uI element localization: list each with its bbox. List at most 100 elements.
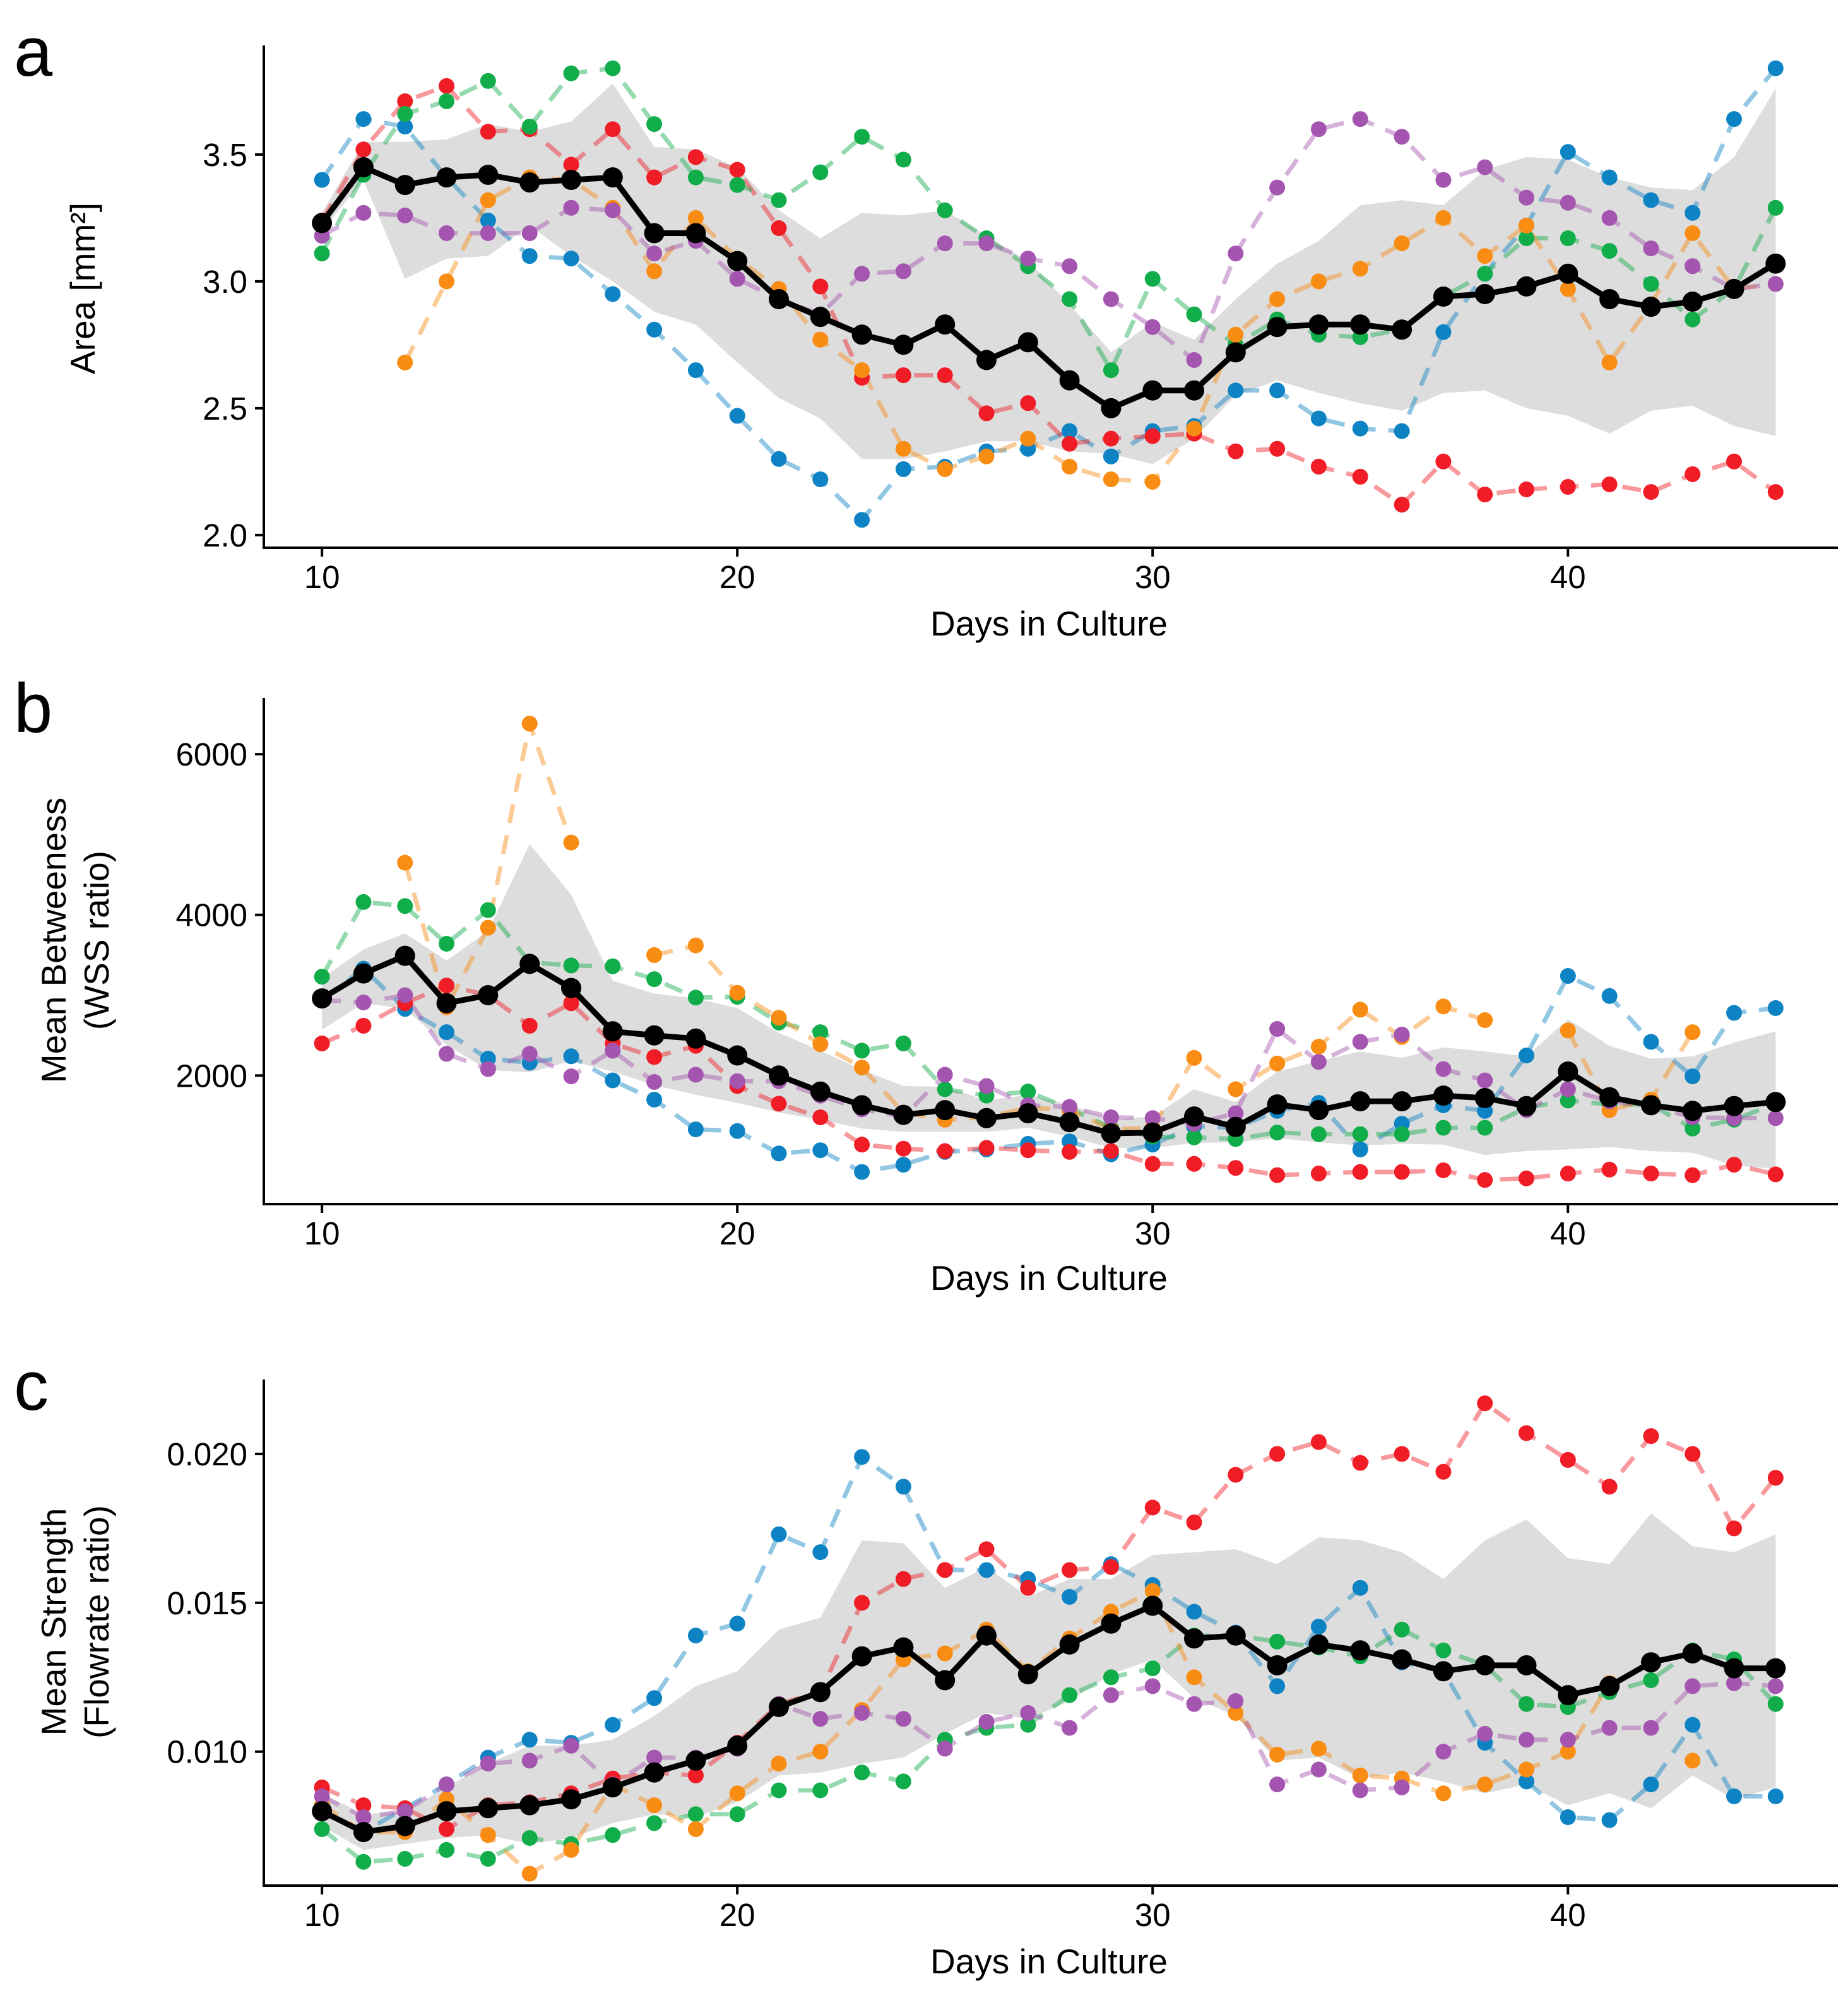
- data-point-purple: [978, 1714, 995, 1730]
- data-point-green: [937, 202, 953, 218]
- mean-point: [810, 1081, 831, 1102]
- data-point-red: [1310, 458, 1327, 475]
- mean-point: [1225, 1625, 1246, 1646]
- data-point-purple: [1062, 258, 1078, 275]
- data-point-orange: [895, 440, 911, 457]
- data-point-purple: [978, 1078, 995, 1094]
- mean-point: [1225, 1116, 1246, 1137]
- data-point-blue: [1726, 1788, 1742, 1804]
- data-point-purple: [355, 995, 372, 1010]
- x-tick-label: 30: [1135, 1897, 1171, 1933]
- y-axis-title-c-line1: Mean Strength: [34, 1508, 73, 1736]
- mean-point: [1558, 1685, 1578, 1706]
- data-point-red: [1144, 1499, 1161, 1516]
- data-point-purple: [1228, 245, 1244, 262]
- data-point-green: [854, 129, 870, 145]
- mean-point: [1225, 342, 1246, 363]
- data-point-orange: [480, 1827, 496, 1843]
- data-point-purple: [646, 1749, 663, 1766]
- data-point-blue: [1685, 1068, 1701, 1085]
- data-point-orange: [1435, 210, 1452, 226]
- data-point-red: [1062, 1143, 1078, 1160]
- data-point-blue: [1643, 1776, 1659, 1793]
- data-point-red: [1601, 1161, 1618, 1178]
- mean-point: [394, 175, 415, 196]
- data-point-purple: [978, 235, 995, 252]
- data-point-blue: [1685, 204, 1701, 221]
- data-point-orange: [521, 1865, 538, 1882]
- data-point-blue: [1601, 169, 1618, 186]
- mean-point: [893, 334, 914, 355]
- data-point-green: [439, 936, 454, 952]
- data-point-purple: [355, 1809, 372, 1825]
- mean-point: [1433, 1085, 1454, 1106]
- data-point-purple: [1144, 1678, 1161, 1694]
- mean-point: [935, 1670, 956, 1691]
- y-tick-label: 3.5: [203, 137, 247, 173]
- data-point-orange: [1352, 1002, 1368, 1018]
- x-tick-label: 30: [1135, 559, 1171, 595]
- data-point-blue: [895, 1157, 911, 1173]
- data-point-red: [1394, 1164, 1410, 1180]
- data-point-blue: [895, 461, 911, 477]
- data-point-green: [646, 1815, 663, 1831]
- data-point-green: [895, 151, 911, 168]
- mean-point: [810, 1682, 831, 1703]
- data-point-orange: [397, 854, 413, 871]
- mean-point: [602, 1777, 623, 1798]
- data-point-orange: [1519, 1761, 1534, 1778]
- mean-point: [1474, 1088, 1495, 1108]
- data-point-green: [687, 990, 704, 1006]
- data-point-red: [480, 124, 496, 140]
- data-point-green: [1519, 1696, 1534, 1712]
- data-point-purple: [480, 225, 496, 241]
- data-point-purple: [397, 987, 413, 1003]
- data-point-blue: [1435, 324, 1452, 340]
- data-point-orange: [729, 984, 745, 1001]
- data-point-red: [563, 157, 579, 173]
- mean-point: [436, 167, 457, 188]
- mean-point: [1267, 317, 1288, 338]
- data-point-purple: [1601, 210, 1618, 226]
- data-point-purple: [521, 225, 538, 241]
- mean-point: [436, 993, 457, 1013]
- data-point-green: [397, 1851, 413, 1867]
- data-point-blue: [605, 286, 621, 302]
- data-point-orange: [439, 273, 454, 290]
- mean-point: [1765, 1092, 1786, 1113]
- data-point-purple: [1685, 258, 1701, 275]
- data-point-orange: [812, 1744, 829, 1760]
- data-point-purple: [937, 1740, 953, 1757]
- data-point-red: [563, 995, 579, 1012]
- data-point-green: [646, 971, 663, 988]
- data-point-green: [1435, 1120, 1452, 1136]
- mean-point: [769, 1065, 789, 1086]
- data-point-green: [1103, 362, 1119, 379]
- x-axis-title-b: Days in Culture: [930, 1258, 1168, 1297]
- mean-point: [394, 945, 415, 966]
- data-point-orange: [1144, 474, 1161, 490]
- data-point-green: [771, 1782, 787, 1799]
- data-point-red: [854, 1137, 870, 1153]
- mean-point: [851, 324, 872, 345]
- data-point-blue: [895, 1479, 911, 1495]
- data-point-blue: [687, 362, 704, 379]
- data-point-blue: [812, 471, 829, 487]
- data-point-orange: [480, 192, 496, 208]
- data-point-purple: [729, 1073, 745, 1089]
- data-point-red: [1519, 1425, 1534, 1441]
- data-point-orange: [1685, 1024, 1701, 1041]
- data-point-orange: [937, 1645, 953, 1662]
- data-point-blue: [729, 408, 745, 424]
- data-point-blue: [1767, 1788, 1784, 1804]
- data-point-orange: [563, 834, 579, 851]
- data-point-orange: [771, 1010, 787, 1026]
- data-point-orange: [687, 937, 704, 954]
- data-point-green: [439, 93, 454, 109]
- data-point-red: [1643, 1428, 1659, 1445]
- data-point-red: [1435, 1162, 1452, 1178]
- data-point-red: [895, 1571, 911, 1587]
- data-point-purple: [687, 1067, 704, 1083]
- data-point-red: [1186, 1155, 1202, 1172]
- data-point-orange: [854, 362, 870, 379]
